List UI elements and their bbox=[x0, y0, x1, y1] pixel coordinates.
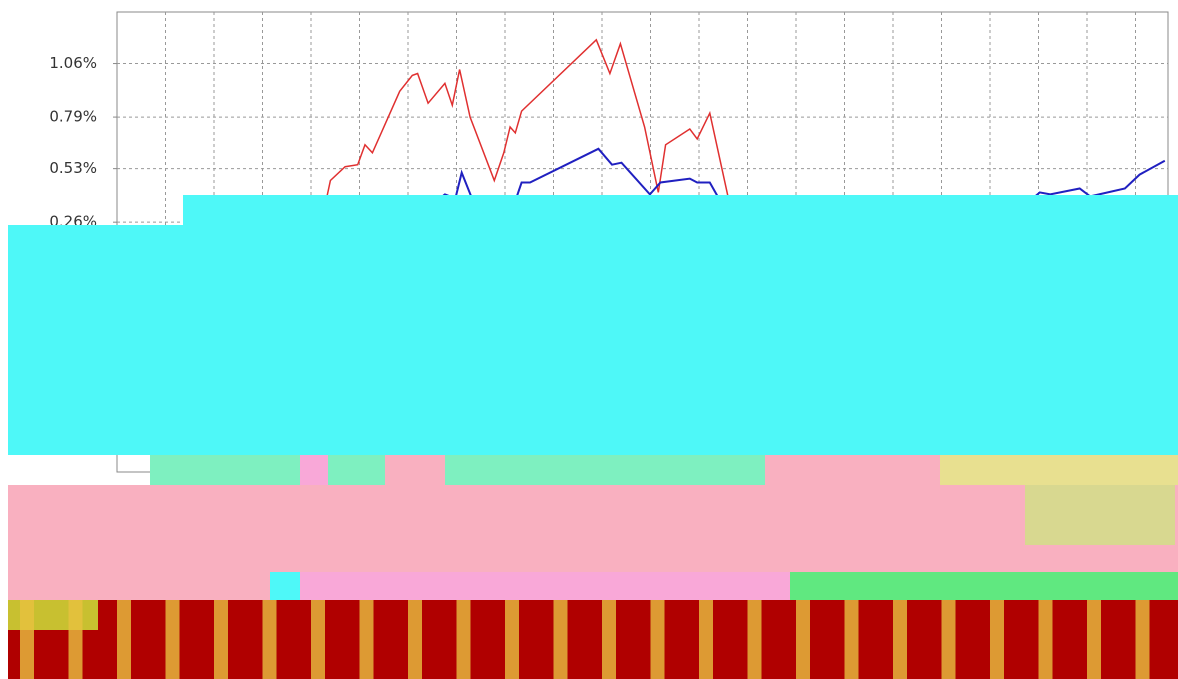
glitch-stripe bbox=[165, 600, 180, 679]
glitch-stripe bbox=[214, 600, 228, 679]
glitch-stripe bbox=[505, 600, 519, 679]
glitch-stripe bbox=[990, 600, 1004, 679]
glitch-block bbox=[385, 455, 445, 485]
glitch-block bbox=[790, 572, 1178, 600]
glitch-block bbox=[8, 225, 1178, 455]
glitch-stripe bbox=[1087, 600, 1101, 679]
glitch-block bbox=[300, 572, 790, 600]
display-glitch bbox=[8, 195, 1178, 679]
glitch-stripe bbox=[408, 600, 422, 679]
glitch-stripe bbox=[941, 600, 956, 679]
glitch-block bbox=[300, 455, 328, 485]
y-tick-label: 0.79% bbox=[49, 108, 97, 126]
glitch-stripe bbox=[844, 600, 859, 679]
glitch-stripe bbox=[68, 600, 83, 679]
glitch-stripe bbox=[893, 600, 907, 679]
glitch-stripe bbox=[602, 600, 616, 679]
glitch-stripe bbox=[1135, 600, 1150, 679]
glitch-stripe bbox=[311, 600, 325, 679]
glitch-stripe bbox=[117, 600, 131, 679]
glitch-stripe bbox=[262, 600, 277, 679]
glitch-stripe bbox=[359, 600, 374, 679]
glitch-stripe bbox=[456, 600, 471, 679]
glitch-stripe bbox=[796, 600, 810, 679]
glitch-stripe bbox=[20, 600, 34, 679]
y-tick-label: 1.06% bbox=[49, 54, 97, 72]
glitch-stripe bbox=[747, 600, 762, 679]
glitch-block bbox=[183, 195, 1178, 225]
glitch-block bbox=[940, 455, 1178, 485]
glitch-block bbox=[8, 600, 1178, 679]
glitch-block bbox=[270, 572, 300, 600]
y-tick-label: 0.53% bbox=[49, 159, 97, 177]
glitch-stripe bbox=[1038, 600, 1053, 679]
glitch-block bbox=[8, 485, 1178, 572]
glitch-stripe bbox=[553, 600, 568, 679]
glitch-stripe bbox=[699, 600, 713, 679]
glitch-block bbox=[765, 455, 940, 485]
glitch-block bbox=[1025, 485, 1175, 545]
glitch-stripe bbox=[650, 600, 665, 679]
glitch-stripes bbox=[20, 600, 1150, 679]
